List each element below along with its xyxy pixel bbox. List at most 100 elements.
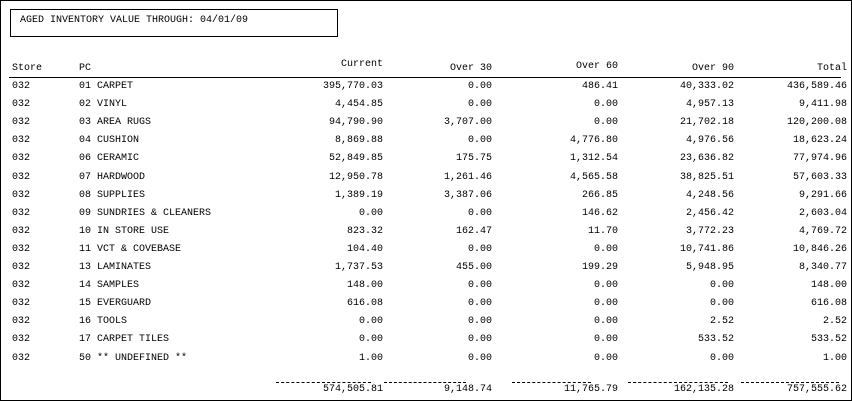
cell-value: 0.00	[593, 298, 618, 310]
row-label: 16 TOOLS	[79, 316, 128, 328]
cell-value: 0.00	[467, 207, 492, 219]
cell-value: 0.00	[358, 316, 383, 328]
total-value: 162,135.28	[673, 384, 734, 395]
cell-value: 2,456.42	[685, 207, 734, 219]
row-label: 032	[12, 117, 31, 129]
cell-value: 40,333.02	[679, 81, 734, 92]
cell-value: 104.40	[346, 243, 383, 255]
cell-value: 10,846.26	[792, 243, 847, 255]
cell-value: 94,790.90	[328, 117, 383, 129]
cell-value: 0.00	[358, 334, 383, 346]
cell-value: 9,291.66	[798, 189, 847, 201]
row-label: 04 CUSHION	[79, 135, 140, 147]
cell-value: 52,849.85	[328, 153, 383, 165]
cell-value: 0.00	[467, 81, 492, 92]
row-label: 032	[12, 243, 31, 255]
row-label: 13 LAMINATES	[79, 262, 152, 273]
cell-value: 0.00	[593, 117, 618, 129]
cell-value: 4,454.85	[334, 99, 383, 111]
total-value: 11,765.79	[563, 384, 618, 395]
row-label: 01 CARPET	[79, 81, 134, 92]
total-underline	[512, 382, 591, 383]
cell-value: 486.41	[581, 81, 618, 92]
total-underline	[384, 382, 466, 383]
cell-value: 1,261.46	[443, 171, 492, 183]
cell-value: 823.32	[346, 225, 383, 237]
cell-value: 0.00	[467, 334, 492, 346]
title-box: AGED INVENTORY VALUE THROUGH: 04/01/09	[10, 9, 338, 37]
cell-value: 77,974.96	[792, 153, 847, 165]
cell-value: 0.00	[593, 334, 618, 346]
cell-value: 148.00	[346, 280, 383, 292]
cell-value: 0.00	[467, 352, 492, 364]
row-label: 06 CERAMIC	[79, 153, 140, 165]
cell-value: 23,636.82	[679, 153, 734, 165]
column-header: Over 60	[575, 61, 618, 72]
cell-value: 0.00	[467, 243, 492, 255]
cell-value: 175.75	[455, 153, 492, 165]
cell-value: 0.00	[593, 243, 618, 255]
column-header: Over 30	[449, 63, 492, 74]
cell-value: 0.00	[709, 298, 734, 310]
cell-value: 4,957.13	[685, 99, 734, 111]
row-label: 11 VCT & COVEBASE	[79, 243, 182, 255]
cell-value: 3,772.23	[685, 225, 734, 237]
row-label: 032	[12, 352, 31, 364]
row-label: 07 HARDWOOD	[79, 171, 146, 183]
cell-value: 146.62	[581, 207, 618, 219]
cell-value: 199.29	[581, 262, 618, 273]
cell-value: 0.00	[593, 316, 618, 328]
cell-value: 3,387.06	[443, 189, 492, 201]
column-header: Current	[340, 59, 383, 70]
row-label: 09 SUNDRIES & CLEANERS	[79, 207, 212, 219]
cell-value: 148.00	[810, 280, 847, 292]
report-title: AGED INVENTORY VALUE THROUGH: 04/01/09	[20, 15, 249, 26]
row-label: 032	[12, 316, 31, 328]
row-label: 032	[12, 207, 31, 219]
cell-value: 38,825.51	[679, 171, 734, 183]
row-label: 14 SAMPLES	[79, 280, 140, 292]
row-label: 02 VINYL	[79, 99, 128, 111]
row-label: 032	[12, 81, 31, 92]
cell-value: 0.00	[593, 280, 618, 292]
cell-value: 120,200.08	[786, 117, 847, 129]
cell-value: 0.00	[467, 298, 492, 310]
row-label: 17 CARPET TILES	[79, 334, 170, 346]
cell-value: 2.52	[822, 316, 847, 328]
cell-value: 1,312.54	[569, 153, 618, 165]
cell-value: 18,623.24	[792, 135, 847, 147]
cell-value: 0.00	[358, 207, 383, 219]
cell-value: 5,948.95	[685, 262, 734, 273]
cell-value: 162.47	[455, 225, 492, 237]
cell-value: 616.08	[810, 298, 847, 310]
cell-value: 616.08	[346, 298, 383, 310]
row-label: 15 EVERGUARD	[79, 298, 152, 310]
row-label: 032	[12, 280, 31, 292]
cell-value: 0.00	[709, 352, 734, 364]
cell-value: 0.00	[467, 280, 492, 292]
cell-value: 11.70	[587, 225, 618, 237]
cell-value: 0.00	[467, 135, 492, 147]
cell-value: 0.00	[709, 280, 734, 292]
cell-value: 0.00	[593, 99, 618, 111]
cell-value: 533.52	[697, 334, 734, 346]
total-underline	[276, 382, 371, 383]
row-label: 08 SUPPLIES	[79, 189, 146, 201]
cell-value: 0.00	[593, 352, 618, 364]
cell-value: 1.00	[822, 352, 847, 364]
row-label: 032	[12, 189, 31, 201]
cell-value: 0.00	[467, 99, 492, 111]
column-header: Store	[12, 63, 43, 74]
cell-value: 21,702.18	[679, 117, 734, 129]
total-value: 9,148.74	[443, 384, 492, 395]
total-underline	[628, 382, 728, 383]
cell-value: 8,869.88	[334, 135, 383, 147]
cell-value: 4,248.56	[685, 189, 734, 201]
cell-value: 4,565.58	[569, 171, 618, 183]
cell-value: 436,589.46	[786, 81, 847, 92]
row-label: 50 ** UNDEFINED **	[79, 352, 188, 364]
cell-value: 455.00	[455, 262, 492, 273]
row-label: 032	[12, 171, 31, 183]
cell-value: 533.52	[810, 334, 847, 346]
cell-value: 266.85	[581, 189, 618, 201]
